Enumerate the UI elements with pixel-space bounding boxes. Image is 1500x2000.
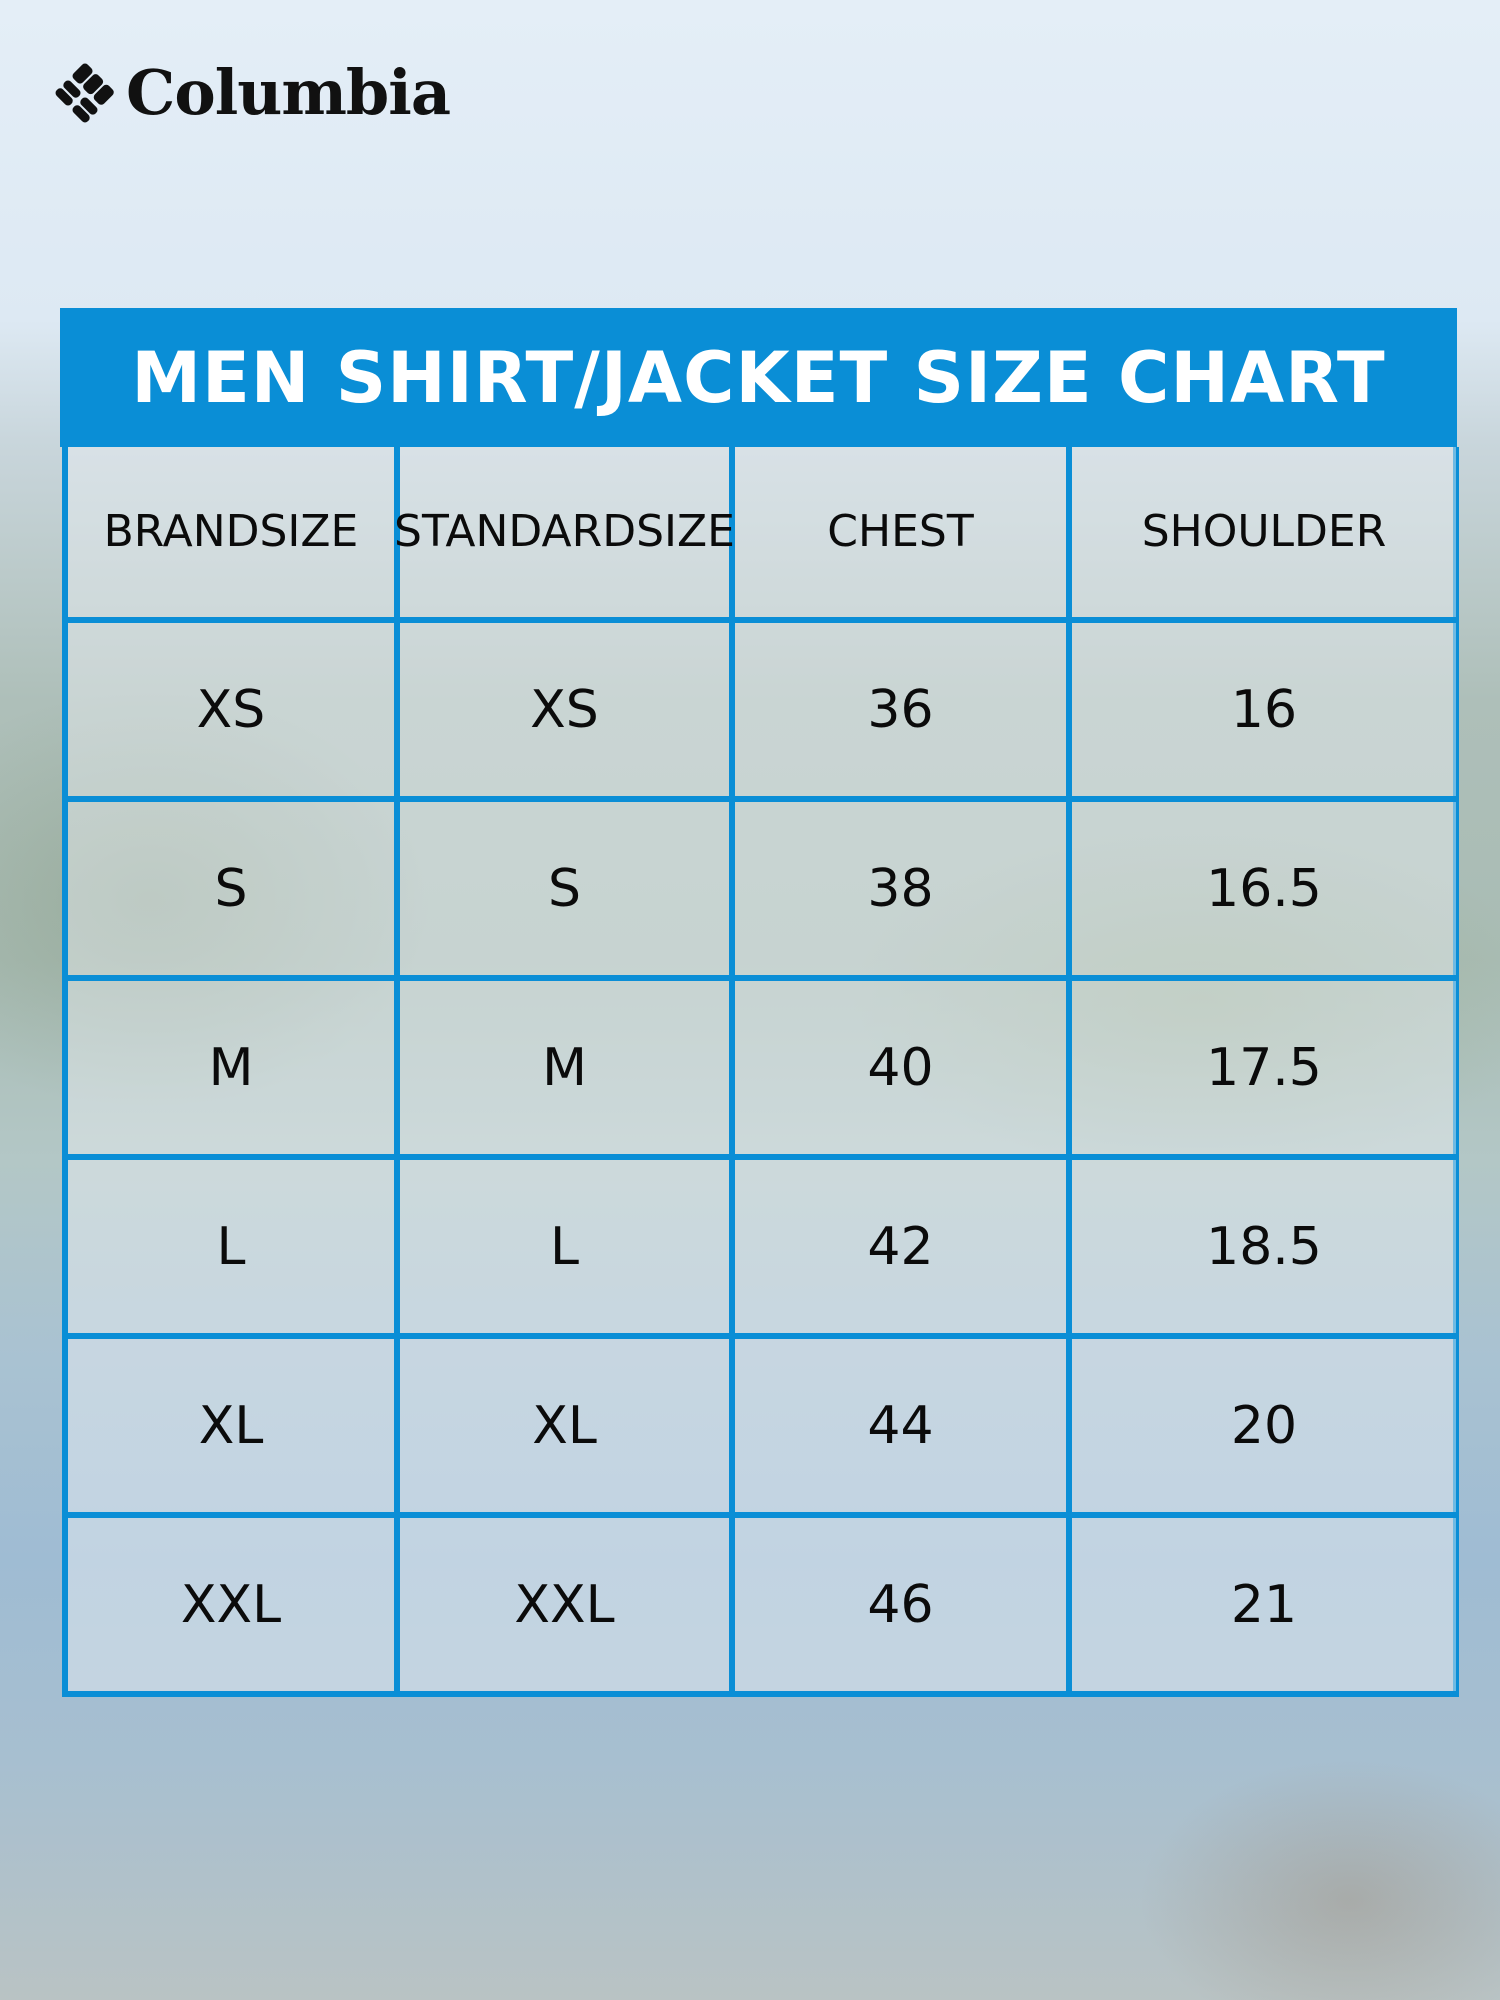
table-cell: 21 bbox=[1072, 1518, 1456, 1691]
table-cell: XL bbox=[68, 1339, 400, 1518]
table-cell: 17.5 bbox=[1072, 981, 1456, 1160]
table-cell: L bbox=[400, 1160, 735, 1339]
table-cell: 20 bbox=[1072, 1339, 1456, 1518]
column-header: STANDARD SIZE bbox=[394, 447, 735, 623]
table-cell: 46 bbox=[735, 1518, 1072, 1691]
table-cell: XL bbox=[400, 1339, 735, 1518]
table-cell: 44 bbox=[735, 1339, 1072, 1518]
column-header-line1: STANDARD bbox=[394, 506, 637, 557]
table-cell: XXL bbox=[68, 1518, 400, 1691]
table-cell: 42 bbox=[735, 1160, 1072, 1339]
title-bar: MEN SHIRT/JACKET SIZE CHART bbox=[60, 308, 1457, 447]
column-header-line2: SIZE bbox=[636, 506, 735, 557]
table-cell: S bbox=[400, 802, 735, 981]
table-cell: 18.5 bbox=[1072, 1160, 1456, 1339]
column-header-line1: BRAND bbox=[103, 506, 260, 557]
table-cell: M bbox=[400, 981, 735, 1160]
column-header: CHEST bbox=[735, 447, 1072, 623]
table-cell: 38 bbox=[735, 802, 1072, 981]
chart-title: MEN SHIRT/JACKET SIZE CHART bbox=[131, 336, 1386, 419]
column-header-line2: SIZE bbox=[259, 506, 359, 557]
columbia-logo: Columbia bbox=[52, 56, 451, 129]
table-cell: M bbox=[68, 981, 400, 1160]
table-cell: XS bbox=[400, 623, 735, 802]
table-cell: L bbox=[68, 1160, 400, 1339]
column-header: SHOULDER bbox=[1072, 447, 1456, 623]
logo-text: Columbia bbox=[126, 56, 451, 129]
column-header: BRAND SIZE bbox=[68, 447, 400, 623]
table-cell: XXL bbox=[400, 1518, 735, 1691]
table-cell: 16.5 bbox=[1072, 802, 1456, 981]
table-cell: 16 bbox=[1072, 623, 1456, 802]
column-header-line1: SHOULDER bbox=[1141, 506, 1387, 557]
size-grid: BRAND SIZE STANDARD SIZE CHEST SHOULDER XS XS 36… bbox=[62, 447, 1459, 1697]
size-chart-table: MEN SHIRT/JACKET SIZE CHART BRAND SIZE STA… bbox=[60, 308, 1459, 1697]
column-header-line1: CHEST bbox=[827, 506, 974, 557]
table-cell: S bbox=[68, 802, 400, 981]
table-cell: XS bbox=[68, 623, 400, 802]
table-cell: 36 bbox=[735, 623, 1072, 802]
table-cell: 40 bbox=[735, 981, 1072, 1160]
columbia-diamond-icon bbox=[55, 63, 114, 122]
